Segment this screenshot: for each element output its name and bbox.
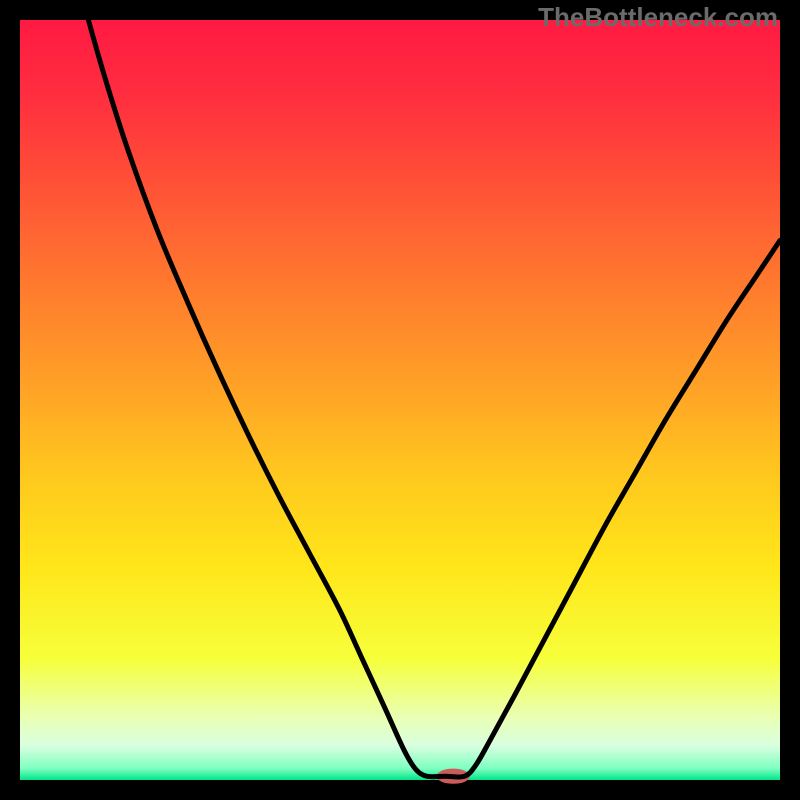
bottleneck-chart bbox=[0, 0, 800, 800]
watermark-text: TheBottleneck.com bbox=[538, 2, 778, 33]
stage: TheBottleneck.com bbox=[0, 0, 800, 800]
plot-background bbox=[20, 20, 780, 780]
